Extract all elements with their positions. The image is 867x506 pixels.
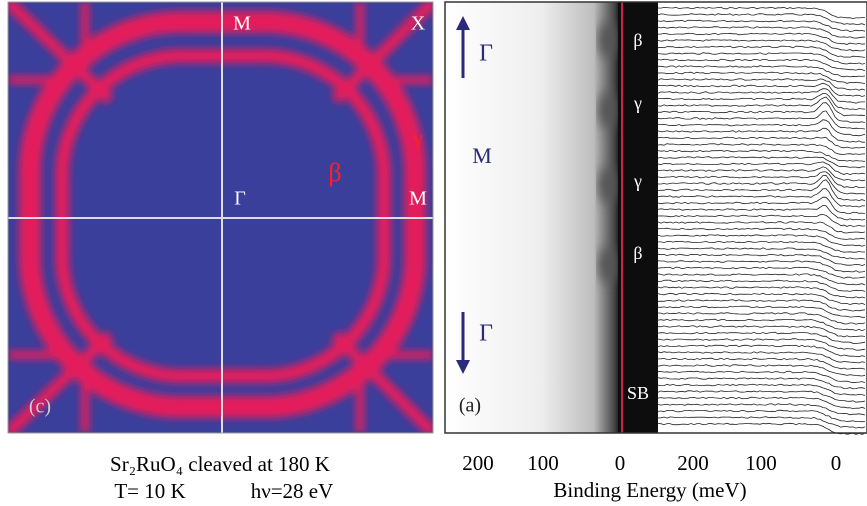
edc-curve — [658, 358, 865, 369]
caption: Sr₂RuO₄ cleaved at 180 K — [110, 452, 330, 476]
edc-curve — [658, 14, 865, 25]
band-label: SB — [627, 383, 649, 403]
x-tick-label: 200 — [677, 451, 709, 475]
caption-photon-energy: hν=28 eV — [251, 479, 334, 503]
edc-curves — [658, 7, 865, 434]
label-m: M — [472, 143, 492, 168]
label-x: X — [411, 13, 426, 35]
label-gamma: Γ — [479, 41, 493, 67]
edc-curve — [658, 111, 865, 129]
edc-curve — [658, 83, 865, 96]
band-label: β — [633, 243, 642, 263]
panel-label: (a) — [459, 395, 481, 417]
panel-label: (c) — [29, 396, 51, 418]
edc-curve — [658, 93, 865, 109]
band-label: β — [633, 30, 642, 50]
edc-curve — [658, 128, 865, 142]
band-label: γ — [633, 171, 642, 191]
edc-curve — [658, 137, 865, 148]
edc-curve — [658, 97, 865, 116]
x-axis-label: Binding Energy (meV) — [553, 478, 746, 502]
x-tick-label: 100 — [745, 451, 777, 475]
edc-curve — [658, 180, 865, 201]
label-m: M — [409, 188, 427, 210]
edc-curve — [658, 33, 865, 44]
label-gamma: Γ — [234, 188, 246, 210]
edc-curve — [658, 215, 865, 227]
caption-temperature: T= 10 K — [114, 479, 185, 503]
intensity-image — [445, 2, 658, 433]
edc-curve — [658, 40, 865, 51]
edc-curve — [658, 144, 865, 155]
edc-curve — [658, 89, 865, 104]
x-tick-label: 0 — [831, 451, 842, 475]
edc-curve — [658, 53, 865, 64]
label-beta: β — [328, 158, 341, 187]
x-tick-label: 100 — [527, 451, 559, 475]
edc-curve — [658, 189, 865, 208]
edc-curve — [658, 293, 865, 304]
edc-curve — [658, 172, 865, 188]
x-tick-label: 0 — [615, 451, 626, 475]
figure: M X Γ M β γ (c) Sr₂RuO₄ cleaved at 180 K… — [0, 0, 867, 506]
label-m: M — [233, 13, 251, 35]
x-tick-label: 200 — [462, 451, 494, 475]
band-label: γ — [633, 93, 642, 113]
edc-curve — [658, 365, 865, 376]
label-gamma-band: γ — [412, 125, 423, 150]
edc-curve — [658, 167, 865, 181]
edc-curve — [658, 300, 865, 311]
edc-curve — [658, 222, 865, 233]
fermi-map — [8, 2, 433, 433]
edc-curve — [658, 7, 865, 18]
label-gamma: Γ — [479, 321, 493, 347]
edc-curve — [658, 175, 865, 194]
